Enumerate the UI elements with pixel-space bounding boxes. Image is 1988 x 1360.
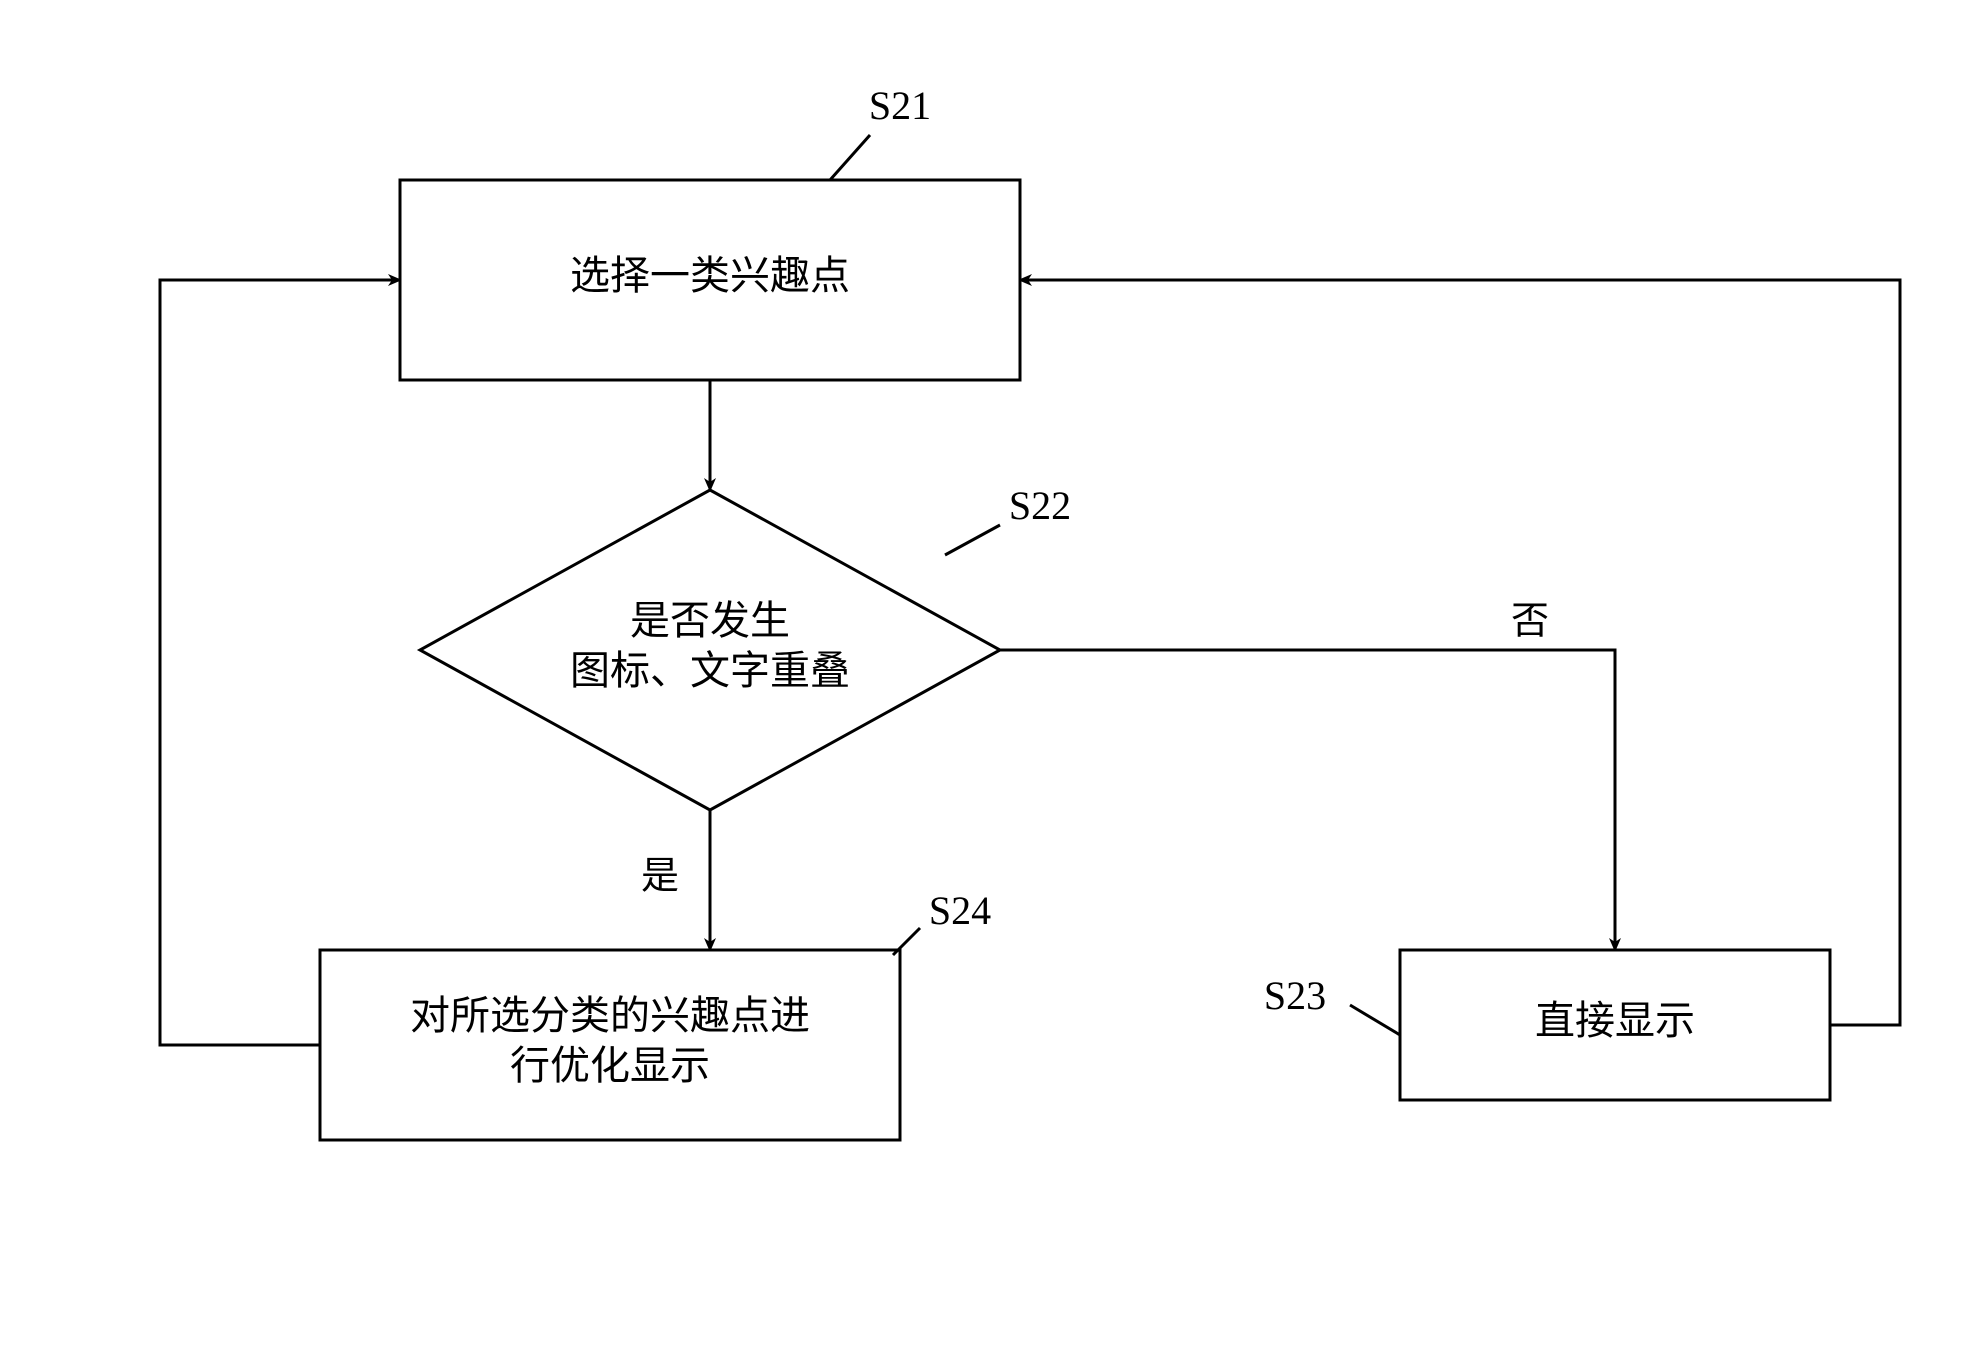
edges: 是 否 bbox=[160, 280, 1900, 1045]
node-s22-text-1: 是否发生 bbox=[630, 598, 790, 643]
node-s21-id: S21 bbox=[869, 83, 931, 128]
node-s24-text-2: 行优化显示 bbox=[510, 1043, 710, 1088]
node-s24-text-1: 对所选分类的兴趣点进 bbox=[410, 993, 810, 1038]
node-s21-text: 选择一类兴趣点 bbox=[570, 253, 850, 298]
node-s24: 对所选分类的兴趣点进 行优化显示 S24 bbox=[320, 888, 991, 1140]
edge-label-yes: 是 bbox=[641, 856, 679, 898]
node-s22-id: S22 bbox=[1009, 483, 1071, 528]
node-s23-text: 直接显示 bbox=[1535, 998, 1695, 1043]
node-s23-id: S23 bbox=[1264, 973, 1326, 1018]
node-s23: 直接显示 S23 bbox=[1264, 950, 1830, 1100]
node-s22: 是否发生 图标、文字重叠 S22 bbox=[420, 483, 1071, 810]
node-s21: 选择一类兴趣点 S21 bbox=[400, 83, 1020, 380]
edge-s24-s21 bbox=[160, 280, 400, 1045]
edge-s22-s24: 是 bbox=[641, 810, 710, 950]
edge-s22-s23: 否 bbox=[1000, 601, 1615, 950]
edge-s23-s21 bbox=[1020, 280, 1900, 1025]
node-s22-text-2: 图标、文字重叠 bbox=[570, 648, 850, 693]
edge-label-no: 否 bbox=[1511, 601, 1549, 643]
node-s24-id: S24 bbox=[929, 888, 991, 933]
